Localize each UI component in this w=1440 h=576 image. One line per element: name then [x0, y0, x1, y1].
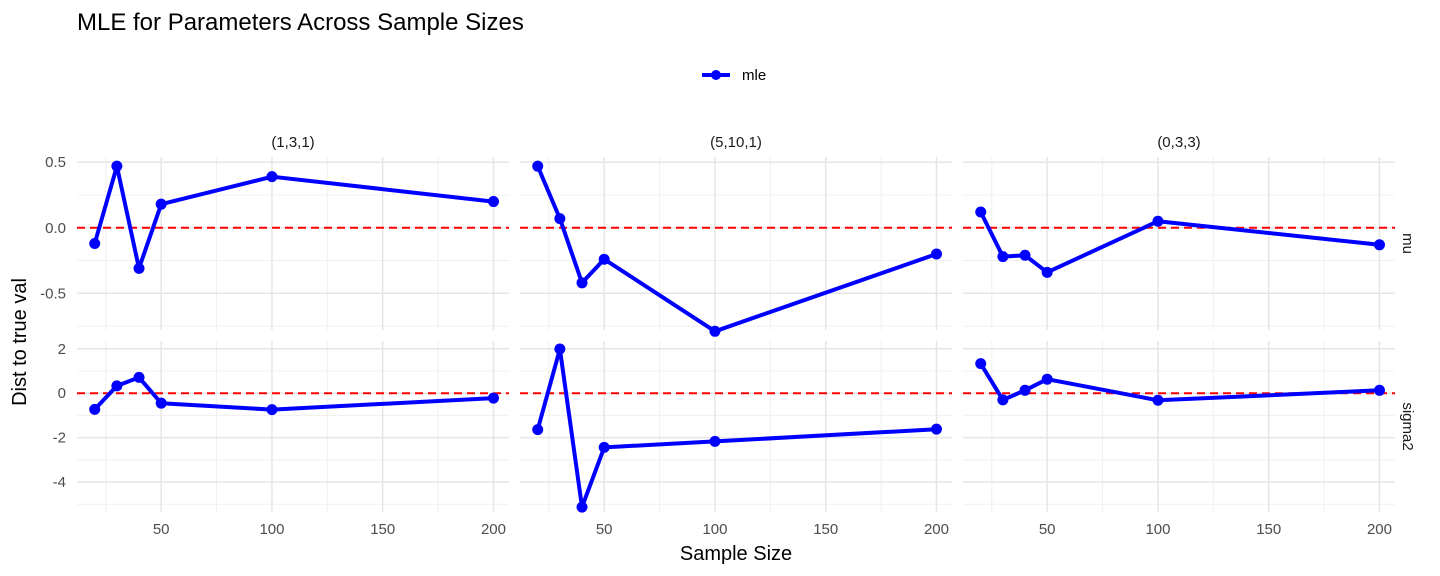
series-line-mle: [92, 164, 494, 271]
data-point: [576, 277, 588, 289]
x-tick-label: 200: [924, 521, 949, 538]
data-point: [89, 238, 101, 249]
y-tick-label: -2: [53, 430, 66, 447]
data-point: [1019, 249, 1031, 261]
facet-panel: [963, 341, 1395, 512]
y-tick-label: -0.5: [40, 285, 66, 302]
data-point: [576, 501, 588, 513]
x-tick-label: 100: [259, 521, 284, 538]
series-line-mle: [535, 347, 937, 510]
x-tick-label: 100: [702, 521, 727, 538]
legend-point-swatch: [711, 70, 721, 80]
data-point: [709, 435, 721, 447]
data-point: [554, 343, 566, 355]
legend-label: mle: [742, 67, 766, 84]
data-point: [1373, 239, 1385, 251]
data-point: [930, 248, 942, 260]
x-tick-label: 150: [370, 521, 395, 538]
facet-panel: [77, 341, 509, 512]
facet-row-label: mu: [1399, 233, 1416, 254]
facet-column-label: (5,10,1): [710, 134, 762, 151]
x-tick-label: 100: [1145, 521, 1170, 538]
x-tick-label: 50: [596, 521, 613, 538]
facet-panel: [77, 157, 509, 330]
y-axis-title: Dist to true val: [9, 278, 31, 406]
y-tick-label: -4: [53, 474, 66, 491]
data-point: [133, 371, 145, 383]
data-point: [1019, 384, 1031, 396]
x-tick-label: 50: [153, 521, 170, 538]
data-point: [111, 160, 123, 172]
y-tick-label: 2: [58, 341, 66, 358]
data-point: [1373, 384, 1385, 396]
data-point: [111, 380, 123, 392]
facet-panel: [963, 157, 1395, 330]
data-point: [997, 251, 1009, 263]
data-point: [532, 160, 544, 172]
series-line-mle: [978, 211, 1380, 275]
data-point: [1152, 394, 1164, 406]
data-point: [155, 397, 167, 409]
data-point: [709, 325, 721, 337]
x-tick-label: 50: [1039, 521, 1056, 538]
facet-column-label: (1,3,1): [271, 134, 314, 151]
x-tick-label: 200: [481, 521, 506, 538]
facet-row-label: sigma2: [1399, 402, 1416, 450]
legend: mle: [702, 67, 766, 84]
data-point: [155, 198, 167, 210]
data-point: [266, 404, 278, 416]
x-tick-label: 200: [1367, 521, 1392, 538]
y-tick-label: 0: [58, 385, 66, 402]
data-point: [1152, 215, 1164, 227]
x-axis-title: Sample Size: [680, 543, 792, 565]
data-point: [1041, 266, 1053, 278]
x-tick-label: 150: [813, 521, 838, 538]
data-point: [554, 213, 566, 225]
data-point: [975, 358, 987, 370]
y-tick-label: 0.5: [45, 154, 66, 171]
facet-panel: [520, 157, 952, 337]
series-line-mle: [535, 165, 938, 334]
data-point: [598, 253, 610, 265]
data-point: [266, 171, 278, 183]
series-line-mle: [978, 362, 1380, 403]
x-tick-label: 150: [1256, 521, 1281, 538]
data-point: [598, 441, 610, 453]
facet-panels: (1,3,1) (5,10,1) (0,3,3) mu sigma2 -0.5 0.0 0.5…: [40, 134, 1416, 538]
data-point: [487, 392, 499, 404]
facet-column-label: (0,3,3): [1157, 134, 1200, 151]
y-tick-label: 0.0: [45, 220, 66, 237]
data-point: [487, 196, 499, 208]
data-point: [975, 206, 987, 218]
data-point: [89, 403, 101, 415]
data-point: [133, 262, 145, 274]
data-point: [532, 424, 544, 436]
chart-title: MLE for Parameters Across Sample Sizes: [77, 9, 524, 36]
data-point: [997, 394, 1009, 406]
data-point: [930, 423, 942, 435]
facet-panel: [520, 341, 952, 513]
data-point: [1041, 373, 1053, 385]
